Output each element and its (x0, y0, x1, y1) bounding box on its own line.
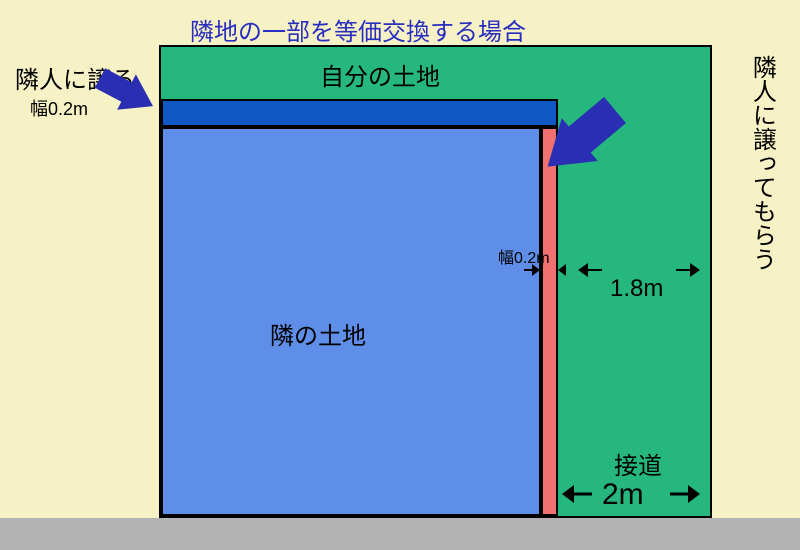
give-strip-rect (161, 99, 558, 127)
neighbor-land-label: 隣の土地 (270, 316, 366, 351)
road-label: 接道 (614, 446, 662, 481)
dim-2m-arrows-icon (0, 494, 800, 524)
receive-arrow-icon (615, 110, 745, 200)
give-width-label: 幅0.2m (30, 95, 88, 121)
width-small-label: 幅0.2m (498, 244, 550, 268)
receive-label: 隣人に譲ってもらう (748, 55, 774, 271)
receive-strip-rect (541, 127, 558, 516)
give-arrow-icon (100, 78, 190, 138)
diagram-title: 隣地の一部を等価交換する場合 (190, 12, 526, 47)
own-land-label: 自分の土地 (320, 57, 440, 92)
dim-18-arrows-icon (0, 270, 800, 300)
